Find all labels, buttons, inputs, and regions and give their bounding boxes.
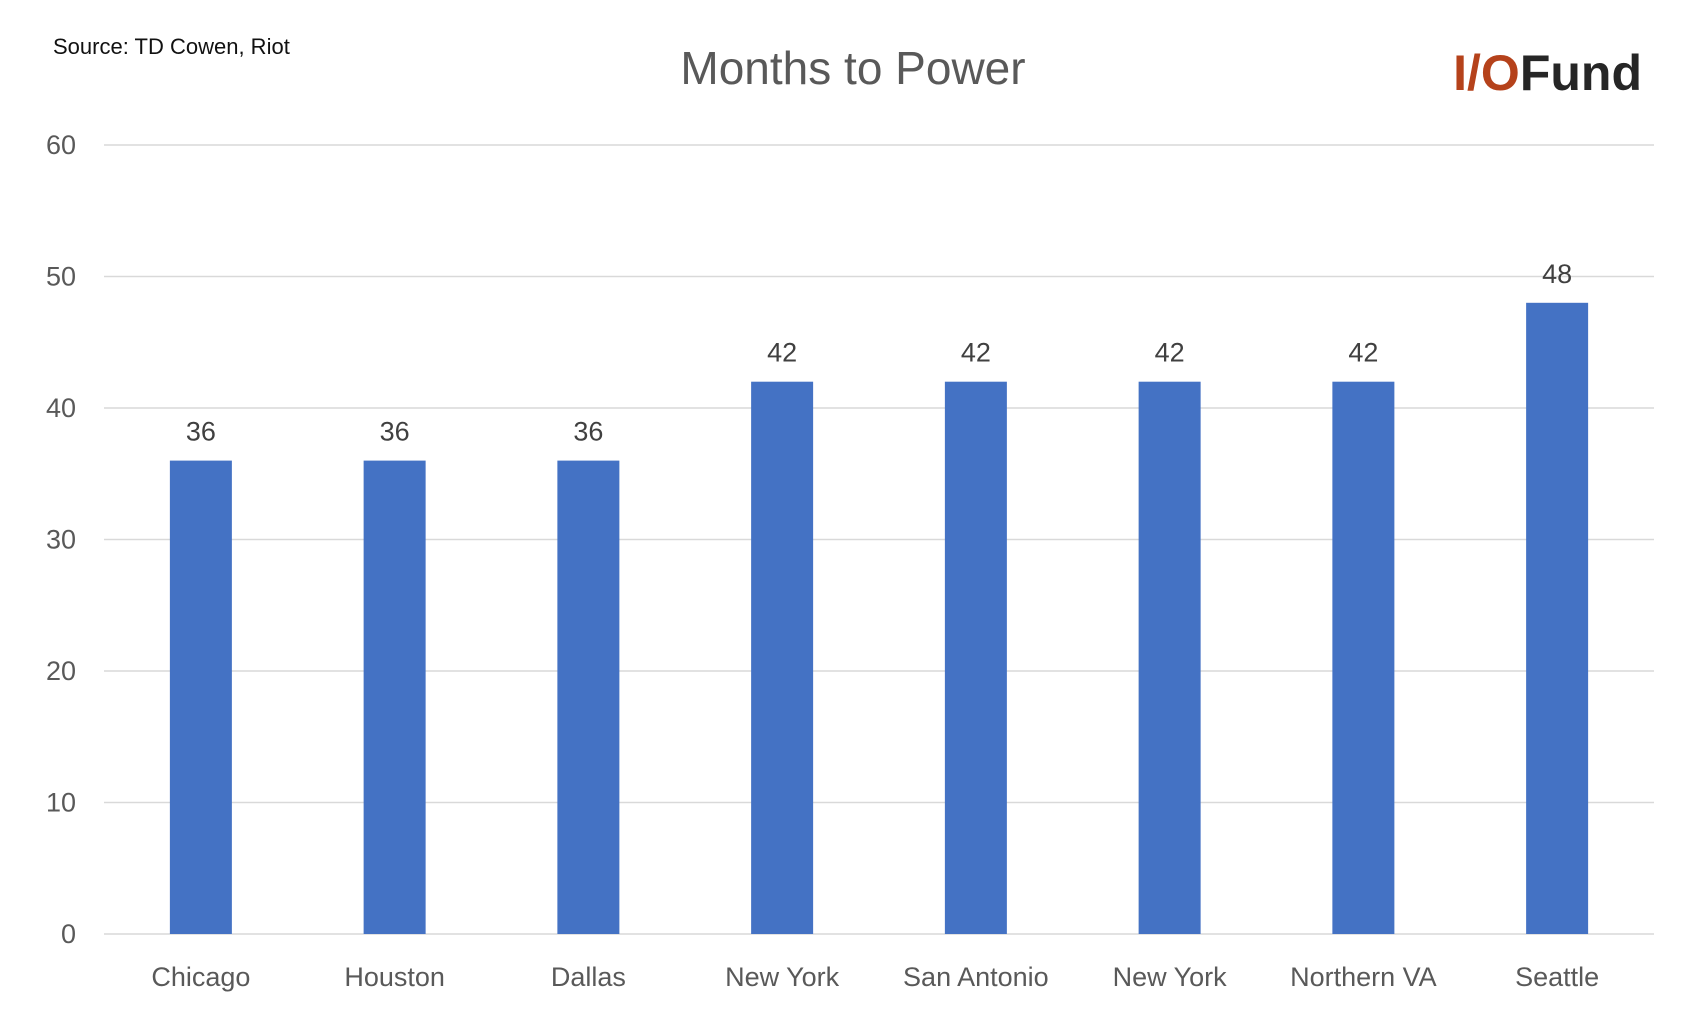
logo-fund-text: Fund (1520, 45, 1642, 101)
data-label: 42 (767, 338, 797, 368)
x-category-label: Chicago (151, 962, 250, 992)
data-label: 36 (380, 417, 410, 447)
source-note: Source: TD Cowen, Riot (53, 34, 290, 59)
bar (1332, 381, 1395, 934)
bar (169, 460, 232, 934)
data-label: 36 (573, 417, 603, 447)
chart-title: Months to Power (680, 42, 1025, 94)
y-tick-label: 60 (46, 130, 76, 160)
y-tick-label: 30 (46, 525, 76, 555)
data-label: 48 (1542, 259, 1572, 289)
bar (1526, 302, 1589, 934)
y-tick-label: 10 (46, 788, 76, 818)
bar (363, 460, 426, 934)
gridlines (104, 144, 1654, 935)
x-axis-categories: Chicago Houston Dallas New York San Antonio N… (151, 962, 1599, 992)
x-category-label: Houston (344, 962, 445, 992)
x-category-label: Seattle (1515, 962, 1599, 992)
x-category-label: San Antonio (903, 962, 1049, 992)
bar (751, 381, 814, 934)
bar (944, 381, 1007, 934)
data-label: 42 (1155, 338, 1185, 368)
bar (1138, 381, 1201, 934)
data-label: 42 (961, 338, 991, 368)
y-tick-label: 20 (46, 656, 76, 686)
io-fund-logo: I/OFund (1453, 45, 1642, 101)
bar (557, 460, 620, 934)
bars (169, 302, 1589, 934)
x-category-label: Dallas (551, 962, 626, 992)
x-category-label: New York (1113, 962, 1228, 992)
y-tick-label: 50 (46, 262, 76, 292)
data-label: 36 (186, 417, 216, 447)
y-tick-label: 0 (61, 919, 76, 949)
data-labels: 36 36 36 42 42 42 42 48 (186, 259, 1572, 447)
y-tick-label: 40 (46, 393, 76, 423)
y-axis-ticks: 0 10 20 30 40 50 60 (46, 130, 76, 949)
x-category-label: New York (725, 962, 840, 992)
x-category-label: Northern VA (1290, 962, 1437, 992)
logo-io-text: I/O (1453, 45, 1520, 101)
data-label: 42 (1348, 338, 1378, 368)
